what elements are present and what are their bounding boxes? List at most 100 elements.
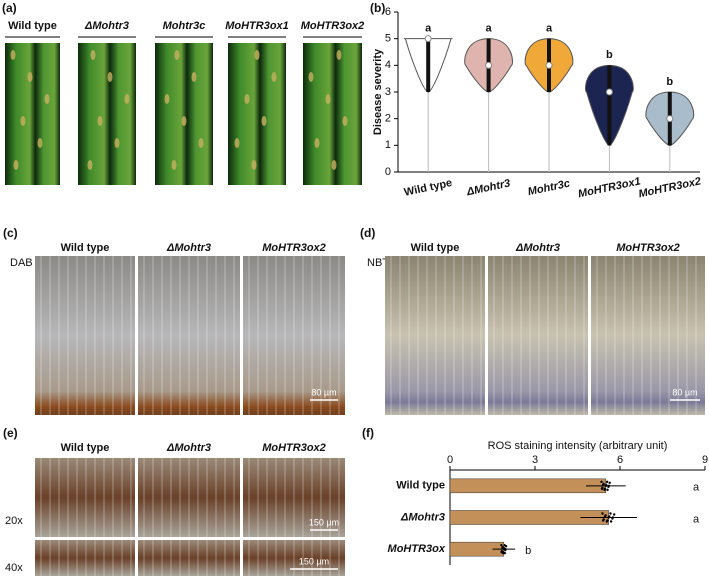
lesion [271,72,277,82]
lesion [171,160,177,170]
y-axis-label: Disease severity [372,48,384,135]
row-label: 40x [5,562,23,574]
micrograph [243,256,345,415]
panel-label: (d) [360,226,375,240]
data-point [606,488,609,492]
significance-letter: a [425,23,432,35]
y-tick-label: 3 [385,86,391,98]
x-tick-label: ΔMohtr3 [465,177,512,198]
micrograph [35,256,135,415]
micrograph [138,256,240,415]
lesion [251,160,257,170]
lesion [13,160,19,170]
y-tick-label: 5 [385,33,391,45]
significance-letter: b [666,76,673,88]
column-label: Wild type [8,20,57,32]
data-point [600,480,603,484]
median-dot [485,61,493,69]
lesion [124,94,130,104]
micrograph [591,256,705,415]
scale-label: 150 µm [309,517,339,527]
x-tick-label: 3 [532,454,538,466]
micrograph [138,458,240,537]
significance-letter: a [693,482,700,494]
lesion [244,94,250,104]
column-label: MoHTR3ox2 [616,242,680,254]
lesion [90,50,96,60]
y-tick-label: 6 [385,6,391,18]
data-point [500,550,503,554]
column-label: MoHTR3ox2 [262,442,326,454]
y-tick-label: 1 [385,139,391,151]
lesion [198,138,204,148]
category-label: ΔMohtr3 [400,511,445,523]
data-point [500,543,503,547]
significance-letter: b [606,49,613,61]
median-dot [424,35,432,43]
x-tick-label: 6 [617,454,623,466]
micrograph [243,540,345,576]
lesion [314,138,320,148]
lesion [10,50,16,60]
data-point [600,487,604,491]
x-axis-label: ROS staining intensity (arbitrary unit) [488,440,668,452]
scale-label: 80 µm [672,387,697,397]
data-point [605,480,609,484]
lesion [308,72,314,82]
lesion [164,94,170,104]
x-tick-label: MoHTR3ox2 [637,175,702,200]
bar [449,478,607,494]
x-tick-label: MoHTR3ox1 [577,175,642,200]
data-point [604,484,608,488]
column-label: ΔMohtr3 [166,442,211,454]
lesion [234,138,240,148]
category-label: MoHTR3ox [388,543,446,555]
y-tick-label: 2 [385,113,391,125]
lesion [331,160,337,170]
leaf-photo [228,43,286,185]
data-point [605,520,609,523]
y-tick-label: 0 [385,166,391,178]
lesion [97,116,103,126]
micrograph [385,256,485,415]
lesion [114,138,120,148]
y-tick-label: 4 [385,59,391,71]
median-dot [545,61,553,69]
lesion [37,138,43,148]
data-point [613,513,616,516]
panel-label: (e) [3,426,18,440]
column-label: Mohtr3c [163,20,206,32]
data-point [602,483,605,487]
lesion [181,116,187,126]
leaf-photo [78,43,136,185]
lesion [174,50,180,60]
panel-label: (f) [362,426,374,440]
lesion [107,72,113,82]
column-label: Wild type [61,242,110,254]
data-point [607,516,610,519]
data-point [609,520,613,523]
data-point [503,543,506,547]
lesion [20,116,26,126]
data-point [601,512,604,515]
x-tick-label: 9 [702,454,708,466]
micrograph [488,256,588,415]
significance-letter: b [525,545,531,557]
data-point [601,519,605,522]
leaf-photo [155,43,213,185]
data-point [603,515,607,518]
data-point [611,517,614,520]
lesion [87,160,93,170]
x-tick-label: Wild type [403,177,453,199]
stain-label: DAB [10,257,33,269]
scale-label: 150 µm [299,556,329,566]
micrograph [35,540,135,576]
row-label: 20x [5,515,23,527]
data-point [603,488,606,492]
leaf-photo [5,43,60,185]
median-dot [605,88,613,96]
panel-label: (c) [3,226,18,240]
lesion [191,72,197,82]
scale-label: 80 µm [311,387,336,397]
